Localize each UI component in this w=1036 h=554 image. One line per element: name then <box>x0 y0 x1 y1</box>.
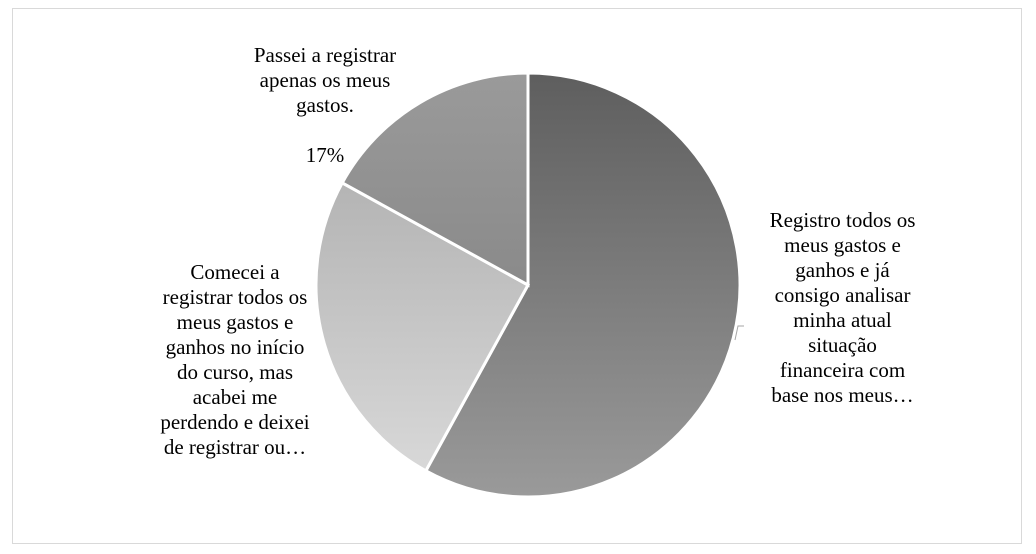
pie-slice-comecei-a-registrar <box>314 180 531 473</box>
pie-slice-registro-todos <box>423 71 742 499</box>
slice-label-apenas-gastos: Passei a registrar apenas os meus gastos… <box>253 43 397 117</box>
slice-label-registro-todos: Registro todos os meus gastos e ganhos e… <box>769 208 916 407</box>
pie-slice-apenas-gastos <box>340 71 530 288</box>
slice-label-comecei-a-registrar: Comecei a registrar todos os meus gastos… <box>160 260 310 459</box>
slice-percent-apenas-gastos: 17% <box>305 143 345 167</box>
slice-label-group-apenas-gastos: Passei a registrar apenas os meus gastos… <box>205 18 445 193</box>
leader-line <box>734 325 744 341</box>
